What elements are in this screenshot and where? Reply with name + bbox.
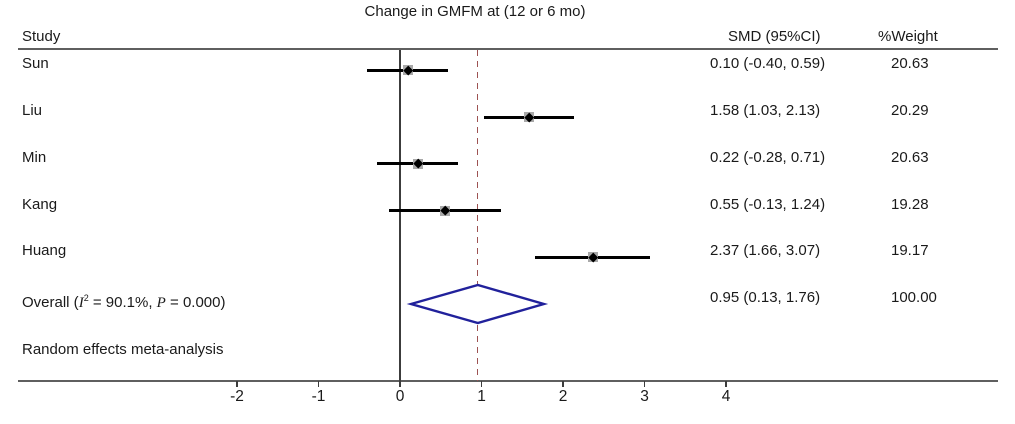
tick-label: 4 [721,388,731,405]
study-label: Kang [22,195,58,213]
tick-mark [236,381,238,387]
weight-marker-box [403,65,414,75]
weight-marker-box [412,158,423,169]
point-estimate-marker [440,205,450,216]
tick-mark [480,381,483,387]
tick-mark [317,381,320,387]
weight-marker-box [588,252,599,262]
weight-marker-box [439,205,450,216]
study-label: Sun [22,55,49,72]
weight-value: 19.28 [891,195,929,213]
point-estimate-marker [403,65,413,75]
tick-label: 0 [395,388,405,405]
overall-label: Overall (I2 = 90.1%, P = 0.000) [22,293,226,311]
column-header-smd: SMD (95%CI) [728,28,821,45]
study-label: Min [22,148,47,166]
overall-diamond [406,283,548,325]
smd-value: 1.58 (1.03, 2.13) [710,102,821,119]
tick-mark [725,381,727,387]
header-rule [18,48,998,50]
tick-mark [643,381,646,387]
point-estimate-marker [588,252,598,262]
model-note: Random effects meta-analysis [22,341,224,358]
point-estimate-marker [524,112,534,122]
tick-label: -2 [230,388,244,405]
smd-value: 0.55 (-0.13, 1.24) [710,195,826,213]
smd-value: 0.10 (-0.40, 0.59) [710,55,826,72]
weight-value: 20.63 [891,148,929,166]
tick-mark [562,381,564,387]
tick-label: -1 [311,388,326,405]
p-value-symbol: P [156,295,166,311]
x-axis-line [18,380,998,382]
overall-estimate-dashed-line [476,50,479,381]
tick-mark [399,381,401,387]
overall-smd-value: 0.95 (0.13, 1.76) [710,289,821,306]
tick-label: 3 [640,388,649,405]
smd-value: 2.37 (1.66, 3.07) [710,242,821,259]
weight-value: 20.63 [891,55,929,72]
column-header-study: Study [22,28,61,45]
overall-weight-value: 100.00 [891,289,937,306]
column-header-weight: %Weight [878,28,938,45]
weight-value: 20.29 [891,102,929,119]
chart-title: Change in GMFM at (12 or 6 mo) [364,3,586,20]
tick-label: 1 [477,388,486,405]
weight-value: 19.17 [891,242,929,259]
point-estimate-marker [413,158,423,169]
study-label: Liu [22,102,43,119]
study-label: Huang [22,242,67,259]
tick-label: 2 [558,388,568,405]
weight-marker-box [523,112,534,122]
i-squared-symbol: I [78,295,84,311]
zero-reference-line [399,50,401,381]
smd-value: 0.22 (-0.28, 0.71) [710,148,826,166]
